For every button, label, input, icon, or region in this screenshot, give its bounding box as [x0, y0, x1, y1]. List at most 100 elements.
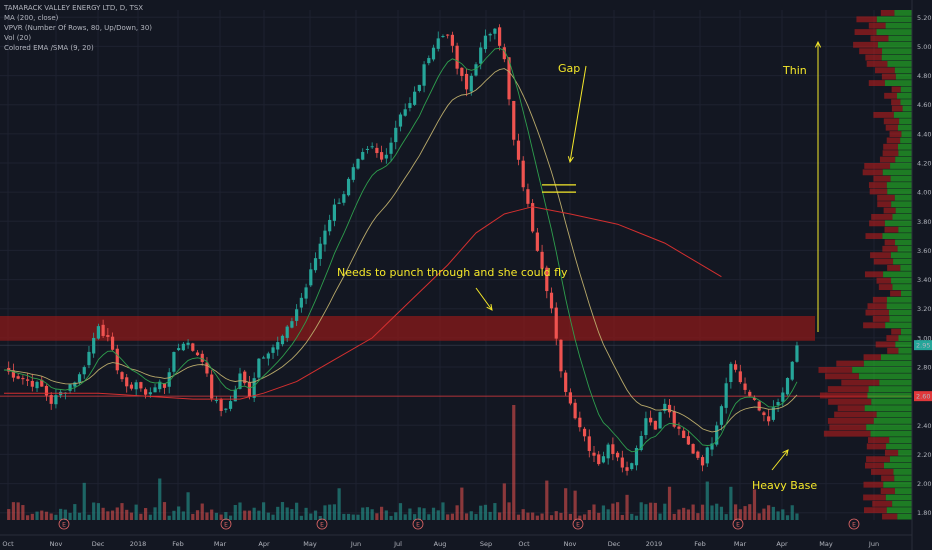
vpvr-down-bar — [870, 35, 889, 42]
volume-bar — [663, 503, 667, 520]
candle-body — [77, 374, 82, 383]
volume-bar — [323, 505, 327, 520]
vpvr-down-bar — [884, 226, 899, 233]
y-tick-label: 2.40 — [917, 422, 931, 430]
candle-body — [677, 426, 681, 429]
vpvr-down-bar — [863, 322, 886, 329]
vpvr-down-bar — [853, 41, 878, 48]
candle-body — [686, 436, 690, 445]
candle-body — [323, 230, 327, 245]
candle-body — [205, 362, 209, 374]
volume-bar — [210, 509, 214, 520]
vpvr-down-bar — [871, 469, 894, 475]
volume-bar — [21, 505, 25, 520]
volume-bars — [7, 405, 799, 520]
legend-vol[interactable]: Vol (20) — [4, 34, 32, 42]
vpvr-up-bar — [901, 290, 912, 297]
candle-body — [526, 189, 530, 204]
volume-bar — [49, 513, 53, 520]
vpvr-up-bar — [885, 322, 912, 329]
candle-body — [195, 352, 200, 356]
volume-bar — [370, 509, 374, 520]
candle-body — [49, 395, 53, 404]
vpvr-up-bar — [892, 284, 912, 290]
volume-bar — [214, 512, 218, 520]
x-tick-label: Jun — [868, 540, 879, 548]
candle-body — [313, 258, 318, 271]
vpvr-down-bar — [873, 112, 894, 118]
x-tick-label: Feb — [172, 540, 184, 548]
candle-body — [295, 309, 299, 321]
x-tick-label: Mar — [734, 540, 747, 548]
volume-bar — [493, 503, 497, 520]
vpvr-down-bar — [866, 61, 888, 67]
volume-bar — [228, 515, 233, 520]
vpvr-down-bar — [891, 99, 901, 106]
legend-ma[interactable]: MA (200, close) — [4, 14, 59, 22]
volume-bar — [26, 515, 30, 520]
candle-body — [290, 321, 294, 328]
candle-body — [73, 382, 77, 387]
candle-body — [724, 383, 728, 408]
candle-body — [611, 444, 615, 454]
candle-body — [568, 392, 572, 404]
candle-body — [757, 401, 761, 411]
vpvr-up-bar — [887, 188, 912, 195]
vpvr-up-bar — [894, 488, 912, 494]
vpvr-down-bar — [867, 303, 887, 310]
x-tick-label: May — [819, 540, 833, 548]
vpvr-up-bar — [898, 347, 912, 354]
volume-bar — [762, 508, 766, 520]
vpvr-up-bar — [876, 411, 912, 418]
earnings-label: E — [320, 522, 324, 529]
candle-body — [115, 348, 119, 371]
vpvr-down-bar — [863, 507, 887, 514]
legend-vpvr[interactable]: VPVR (Number Of Rows, 80, Up/Down, 30) — [4, 24, 153, 32]
y-tick-label: 2.00 — [917, 480, 931, 488]
vpvr-up-bar — [876, 16, 912, 23]
volume-bar — [328, 504, 332, 520]
vpvr-up-bar — [891, 201, 912, 208]
vpvr-up-bar — [879, 379, 912, 386]
volume-bar — [309, 513, 313, 520]
volume-bar — [427, 514, 431, 520]
time-axis[interactable]: Oct Nov Dec 2018 Feb Mar Apr May Jun Jul Aug Sep Oct… — [0, 534, 912, 548]
candle-body — [422, 64, 426, 86]
vpvr-up-bar — [894, 194, 912, 201]
candle-body — [776, 402, 780, 406]
volume-bar — [44, 511, 49, 520]
candle-body — [625, 467, 629, 471]
volume-bar — [365, 507, 370, 520]
candle-body — [649, 417, 653, 423]
volume-bar — [559, 512, 563, 520]
earnings-marker — [572, 518, 584, 530]
volume-bar — [63, 509, 67, 520]
vpvr-down-bar — [889, 131, 902, 137]
candle-body — [257, 358, 261, 378]
volume-bar — [167, 515, 171, 520]
vpvr-up-bar — [895, 73, 912, 80]
volume-bar — [785, 515, 790, 520]
candle-body — [606, 444, 610, 459]
x-tick-label: Jun — [350, 540, 361, 548]
candle-body — [771, 407, 775, 420]
candle-body — [540, 251, 544, 269]
volume-bar — [474, 514, 478, 520]
legend-symbol[interactable]: TAMARACK VALLEY ENERGY LTD, D, TSX — [4, 4, 144, 12]
vpvr-down-bar — [864, 163, 891, 169]
y-tick-label: 4.00 — [917, 189, 931, 197]
candle-body — [663, 403, 667, 412]
candle-body — [667, 404, 672, 413]
volume-bar — [516, 514, 521, 520]
volume-bar — [346, 513, 351, 520]
price-axis[interactable]: 5.20 5.00 4.80 4.60 4.40 4.20 4.00 3.80 3.60 3.40… — [911, 0, 932, 550]
x-tick-label: May — [303, 540, 317, 548]
x-tick-label: Apr — [776, 540, 788, 548]
legend-ema[interactable]: Colored EMA /SMA (9, 20) — [4, 44, 94, 52]
candle-body — [200, 353, 204, 362]
vpvr-up-bar — [900, 265, 912, 271]
candle-body — [738, 371, 742, 383]
candle-body — [639, 435, 643, 450]
vpvr-down-bar — [886, 335, 899, 341]
